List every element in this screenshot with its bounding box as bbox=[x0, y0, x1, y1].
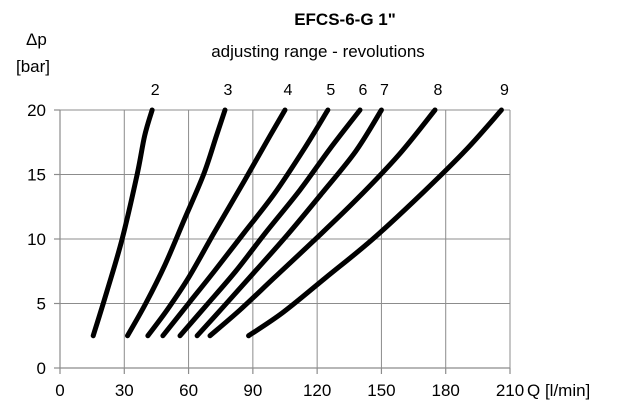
curve-label-rev-4: 4 bbox=[284, 82, 293, 99]
x-tick-label: 0 bbox=[55, 381, 64, 400]
axes bbox=[54, 109, 511, 374]
x-tick-label: 90 bbox=[243, 381, 262, 400]
curve-label-rev-2: 2 bbox=[151, 82, 160, 99]
curve-rev-4 bbox=[145, 107, 288, 339]
curve-label-rev-9: 9 bbox=[500, 82, 509, 99]
y-tick-label: 20 bbox=[27, 101, 46, 120]
curve-rev-7 bbox=[194, 107, 384, 339]
chart-title: EFCS-6-G 1" bbox=[294, 10, 396, 29]
y-axis-title-unit: [bar] bbox=[16, 57, 50, 76]
x-tick-label: 150 bbox=[367, 381, 395, 400]
x-tick-label: 60 bbox=[179, 381, 198, 400]
curve-rev-2 bbox=[90, 107, 155, 339]
curve-label-rev-8: 8 bbox=[434, 82, 443, 99]
chart-subtitle: adjusting range - revolutions bbox=[211, 42, 425, 61]
x-axis-title: Q [l/min] bbox=[527, 381, 590, 400]
curves bbox=[90, 107, 504, 339]
y-tick-label: 5 bbox=[37, 295, 46, 314]
curve-rev-6 bbox=[177, 107, 363, 339]
curve-rev-5 bbox=[160, 107, 331, 339]
x-tick-label: 180 bbox=[432, 381, 460, 400]
curve-rev-9 bbox=[246, 107, 504, 339]
tick-labels: 0 5 10 15 20 0 30 60 90 120 150 180 210 bbox=[27, 101, 524, 400]
curve-rev-8 bbox=[207, 107, 438, 339]
curve-rev-3 bbox=[125, 107, 228, 339]
curve-label-rev-5: 5 bbox=[326, 82, 335, 99]
y-axis-title-symbol: Δp bbox=[26, 30, 47, 49]
curve-label-rev-6: 6 bbox=[359, 82, 368, 99]
curve-label-rev-7: 7 bbox=[380, 82, 389, 99]
y-tick-label: 0 bbox=[37, 359, 46, 378]
x-tick-label: 120 bbox=[303, 381, 331, 400]
x-tick-label: 30 bbox=[115, 381, 134, 400]
curve-label-rev-3: 3 bbox=[224, 82, 233, 99]
y-tick-label: 15 bbox=[27, 166, 46, 185]
y-tick-label: 10 bbox=[27, 230, 46, 249]
x-tick-label: 210 bbox=[496, 381, 524, 400]
